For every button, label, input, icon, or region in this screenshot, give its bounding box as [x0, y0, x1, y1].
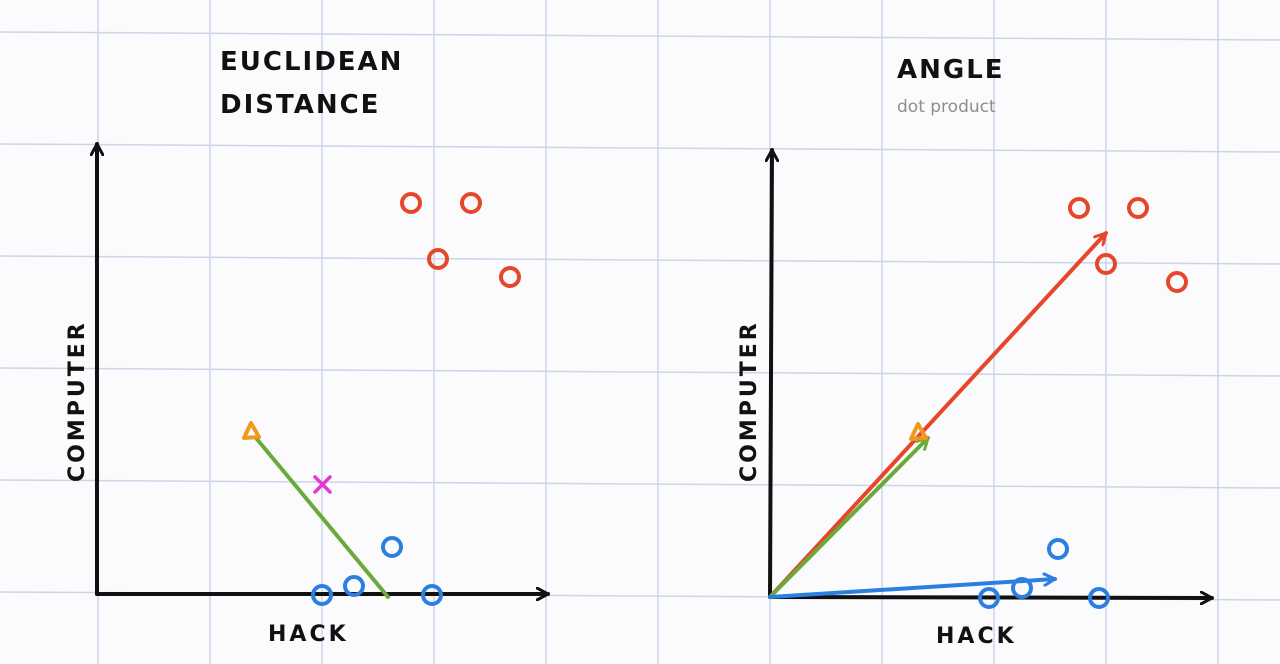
blue-point: [1011, 577, 1033, 599]
magenta-x-mark: [313, 475, 332, 494]
orange-triangle-point: [909, 422, 928, 441]
distance-line: [254, 436, 390, 599]
blue-point: [421, 584, 443, 606]
red-point: [1166, 271, 1188, 293]
orange-triangle-point: [242, 421, 261, 440]
x-axis-label: HACK: [936, 624, 1017, 649]
angle-title: ANGLE: [897, 55, 1005, 85]
red-vector: [768, 231, 1108, 599]
angle-subtitle: dot product: [897, 97, 996, 117]
red-point: [1127, 197, 1149, 219]
euclidean-panel: EUCLIDEAN DISTANCE HACK COMPUTER: [65, 47, 550, 647]
blue-point: [311, 584, 333, 606]
x-axis: [768, 597, 1214, 598]
blue-point: [343, 575, 365, 597]
y-axis: [770, 148, 772, 599]
blue-vector: [768, 579, 1057, 599]
blue-point: [978, 587, 1000, 609]
blue-point: [381, 536, 403, 558]
red-point: [499, 266, 521, 288]
blue-point: [1088, 587, 1110, 609]
red-point: [1068, 197, 1090, 219]
euclidean-title-line1: EUCLIDEAN: [220, 47, 403, 77]
red-point: [400, 192, 422, 214]
x-axis-label: HACK: [268, 622, 349, 647]
euclidean-title-line2: DISTANCE: [220, 90, 380, 120]
blue-point: [1047, 538, 1069, 560]
y-axis-label: COMPUTER: [737, 320, 762, 482]
angle-panel: ANGLE dot product HACK COMPUTER: [737, 55, 1214, 649]
red-point: [460, 192, 482, 214]
red-point: [427, 248, 449, 270]
red-point: [1095, 253, 1117, 275]
y-axis-label: COMPUTER: [65, 320, 90, 482]
green-vector: [768, 436, 930, 599]
